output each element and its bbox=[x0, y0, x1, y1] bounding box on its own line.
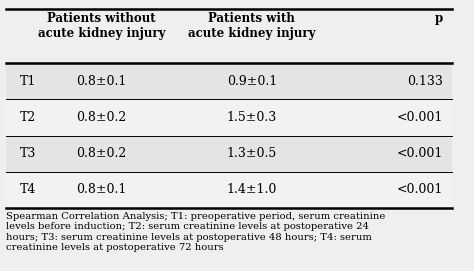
Text: T2: T2 bbox=[19, 111, 36, 124]
Text: <0.001: <0.001 bbox=[397, 183, 443, 196]
Text: <0.001: <0.001 bbox=[397, 111, 443, 124]
Text: 0.8±0.2: 0.8±0.2 bbox=[76, 147, 127, 160]
Text: T4: T4 bbox=[19, 183, 36, 196]
Text: Patients with
acute kidney injury: Patients with acute kidney injury bbox=[188, 12, 316, 40]
Text: Spearman Correlation Analysis; T1: preoperative period, serum creatinine
levels : Spearman Correlation Analysis; T1: preop… bbox=[6, 212, 385, 252]
FancyBboxPatch shape bbox=[6, 172, 452, 208]
Text: p: p bbox=[435, 12, 443, 25]
Text: 0.8±0.1: 0.8±0.1 bbox=[76, 183, 127, 196]
Text: 1.5±0.3: 1.5±0.3 bbox=[227, 111, 277, 124]
Text: Patients without
acute kidney injury: Patients without acute kidney injury bbox=[38, 12, 165, 40]
FancyBboxPatch shape bbox=[6, 63, 452, 99]
Text: 0.9±0.1: 0.9±0.1 bbox=[227, 75, 277, 88]
Text: <0.001: <0.001 bbox=[397, 147, 443, 160]
Text: 0.8±0.1: 0.8±0.1 bbox=[76, 75, 127, 88]
Text: 1.3±0.5: 1.3±0.5 bbox=[227, 147, 277, 160]
Text: 0.8±0.2: 0.8±0.2 bbox=[76, 111, 127, 124]
FancyBboxPatch shape bbox=[6, 136, 452, 172]
Text: 0.133: 0.133 bbox=[407, 75, 443, 88]
Text: 1.4±1.0: 1.4±1.0 bbox=[227, 183, 277, 196]
FancyBboxPatch shape bbox=[6, 99, 452, 136]
Text: T3: T3 bbox=[19, 147, 36, 160]
Text: T1: T1 bbox=[19, 75, 36, 88]
